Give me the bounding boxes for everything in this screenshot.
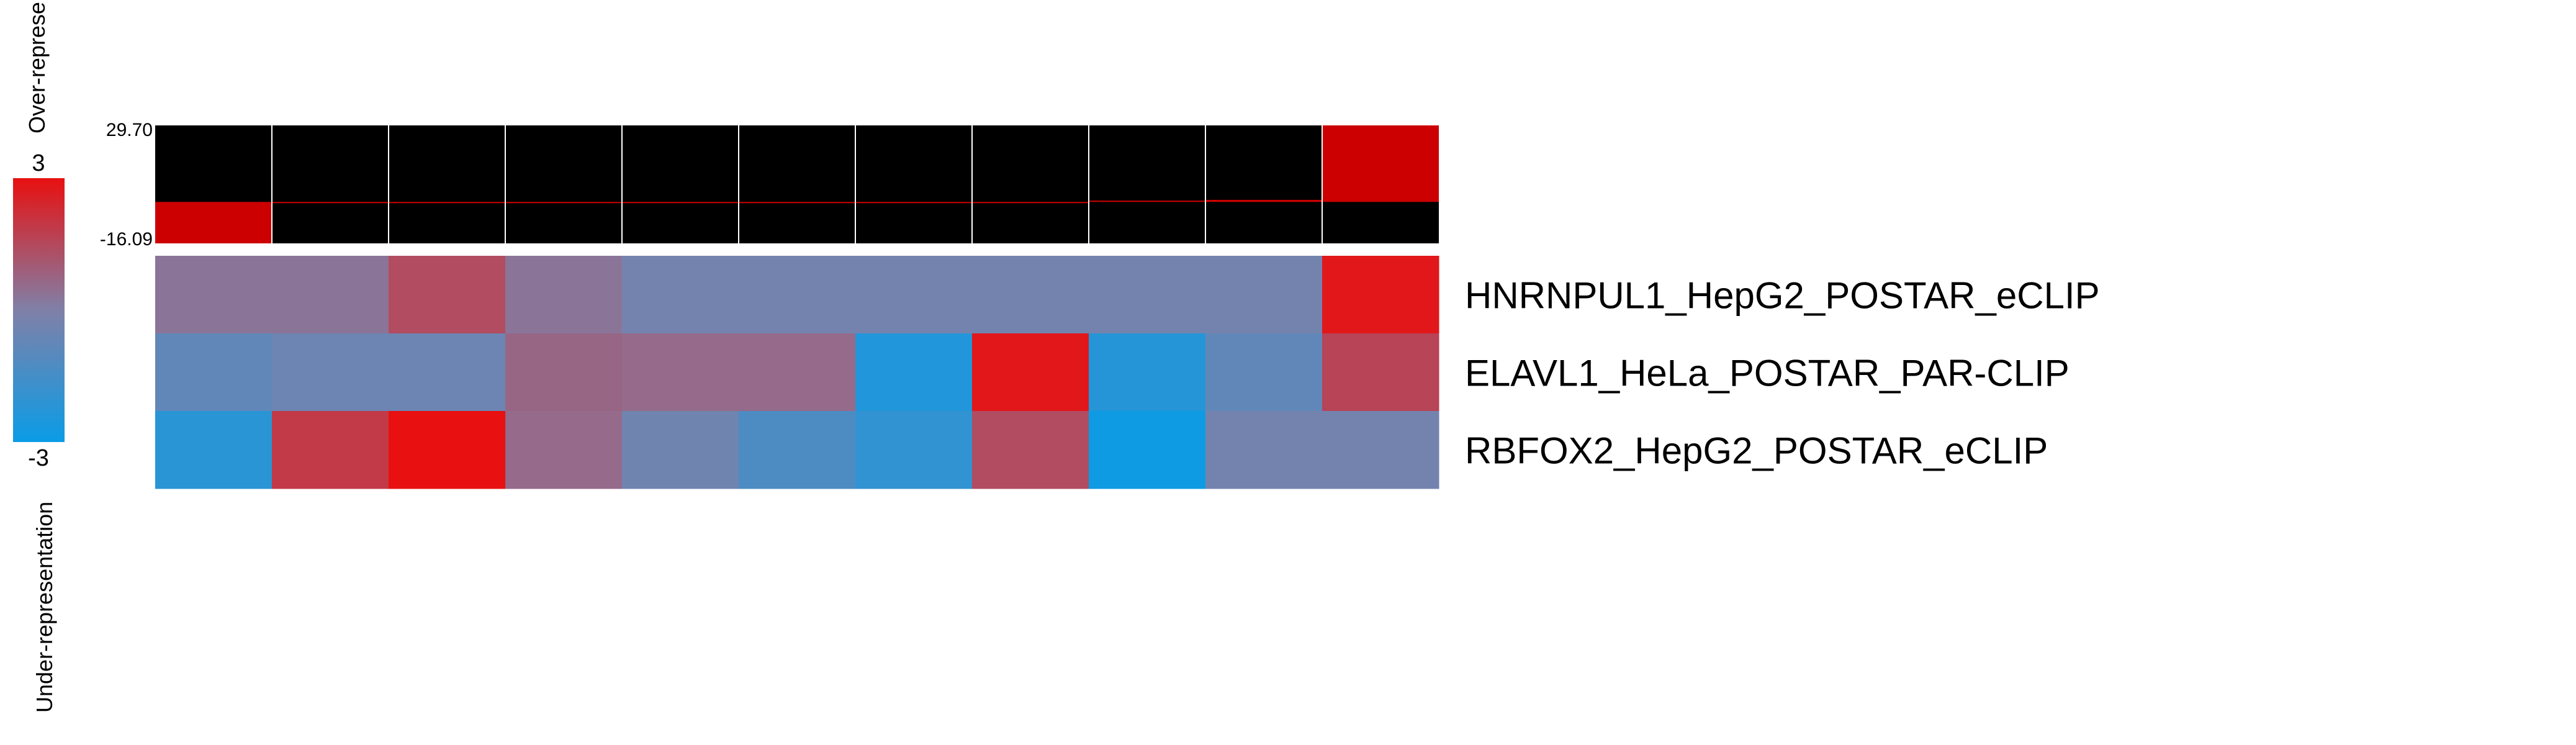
bar-track-cell (1205, 125, 1322, 243)
heatmap-cell (972, 411, 1089, 489)
heatmap-cell (622, 256, 739, 334)
heatmap-cell (1205, 256, 1323, 334)
color-legend: Over-represe 3 -3 Under-representation (13, 2, 65, 713)
bar-track-cell (389, 125, 505, 243)
bar-track-bar (855, 202, 972, 204)
legend-max-label: 3 (32, 150, 45, 176)
bar-track-bar (272, 202, 389, 204)
bar-track-bar (1089, 201, 1205, 202)
bar-track-cell (1089, 125, 1205, 243)
bar-track-bar (739, 202, 855, 204)
row-label: ELAVL1_HeLa_POSTAR_PAR-CLIP (1465, 353, 2069, 394)
heatmap-cell (1089, 411, 1206, 489)
bar-track-cell (622, 125, 739, 243)
row-label: HNRNPUL1_HepG2_POSTAR_eCLIP (1465, 275, 2100, 317)
heatmap-cell (855, 333, 973, 412)
heatmap-cell (272, 333, 389, 412)
bar-track: 29.70 -16.09 (100, 120, 1439, 250)
heatmap-cell (389, 333, 506, 412)
heatmap-cell (1205, 333, 1323, 412)
heatmap-cell (855, 256, 973, 334)
heatmap-cell (389, 411, 506, 489)
heatmap-cell (1322, 411, 1439, 489)
heatmap-cell (505, 256, 623, 334)
bar-track-bar (505, 202, 622, 204)
bar-track-bar (1205, 199, 1322, 202)
bar-track-min-label: -16.09 (100, 229, 153, 250)
heatmap-cell (155, 256, 272, 334)
heatmap-cell (505, 333, 623, 412)
heatmap-cell (622, 411, 739, 489)
heatmap-cell (739, 256, 856, 334)
heatmap-cell (972, 333, 1089, 412)
bar-track-bar (1322, 125, 1439, 202)
bar-track-bar (389, 202, 505, 204)
heatmap-cell (389, 256, 506, 334)
heatmap-cell (739, 411, 856, 489)
heatmap-cell (1089, 256, 1206, 334)
legend-bottom-label: Under-representation (32, 502, 57, 713)
heatmap-cell (1089, 333, 1206, 412)
bar-track-cell (272, 125, 389, 243)
bar-track-bar (972, 202, 1089, 204)
bar-track-bar (155, 202, 272, 243)
heatmap-cells (155, 256, 1439, 489)
row-label: RBFOX2_HepG2_POSTAR_eCLIP (1465, 430, 2048, 472)
heatmap-cell (272, 411, 389, 489)
heatmap-cell (272, 256, 389, 334)
heatmap-cell (1322, 333, 1439, 412)
legend-min-label: -3 (28, 445, 49, 471)
bar-track-cell (505, 125, 622, 243)
heatmap-cell (505, 411, 623, 489)
heatmap-cell (155, 411, 272, 489)
row-labels: HNRNPUL1_HepG2_POSTAR_eCLIP ELAVL1_HeLa_P… (1465, 275, 2100, 472)
heatmap-cell (739, 333, 856, 412)
legend-top-label: Over-represe (24, 2, 50, 133)
heatmap-cell (155, 333, 272, 412)
bar-track-cell (739, 125, 855, 243)
heatmap-cell (855, 411, 973, 489)
bar-track-max-label: 29.70 (106, 120, 153, 140)
heatmap-cell (622, 333, 739, 412)
bar-track-cell (855, 125, 972, 243)
bar-track-cell (972, 125, 1089, 243)
heatmap-cell (972, 256, 1089, 334)
heatmap-cell (1322, 256, 1439, 334)
bar-track-bar (622, 202, 739, 204)
heatmap-cell (1205, 411, 1323, 489)
legend-color-bar (13, 178, 65, 442)
